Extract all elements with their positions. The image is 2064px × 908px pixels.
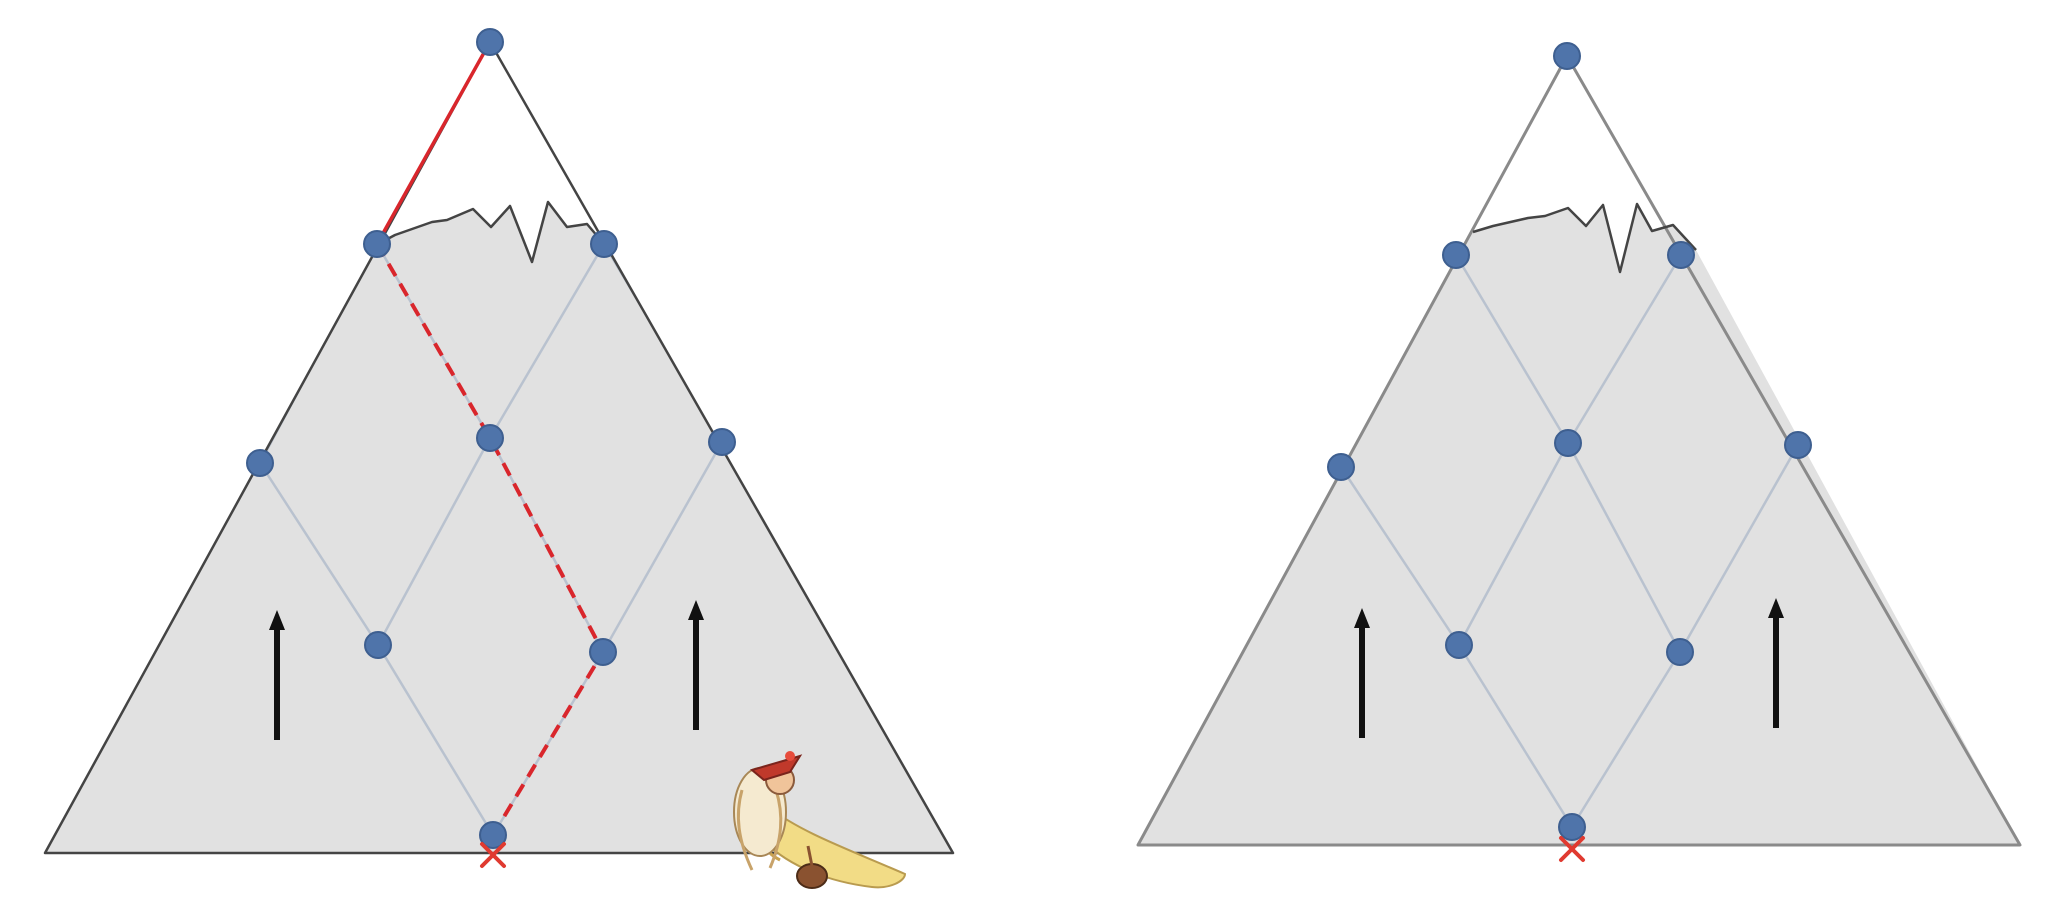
lattice-node (1554, 429, 1582, 457)
start-x-mark-icon (1559, 836, 1585, 862)
lattice-edge (376, 644, 495, 836)
lattice-node (363, 230, 391, 258)
start-x-mark-icon (480, 842, 506, 868)
climb-path-dashed-route (375, 242, 605, 837)
lattice-edge (601, 441, 724, 653)
right-mountain-panel (1136, 42, 2022, 862)
up-arrow-head (688, 600, 704, 620)
lattice-node (1784, 431, 1812, 459)
up-arrow-icon (269, 610, 285, 740)
left-snow-line (377, 200, 605, 264)
lattice-node (246, 449, 274, 477)
start-x-stroke (1559, 836, 1585, 862)
lattice-edge (258, 462, 380, 646)
lattice-edge (1566, 254, 1683, 444)
lattice-node (1553, 42, 1581, 70)
left-arrows (269, 600, 704, 740)
lattice-node (364, 631, 392, 659)
lattice-node (589, 638, 617, 666)
lattice-edge (1457, 442, 1570, 646)
lattice-node (479, 821, 507, 849)
lattice-node (1558, 813, 1586, 841)
left-nodes (246, 28, 736, 849)
up-arrow-head (269, 610, 285, 630)
climber-figure-icon (733, 751, 907, 889)
lattice-node (1667, 241, 1695, 269)
right-nodes (1327, 42, 1812, 841)
up-arrow-head (1768, 598, 1784, 618)
lattice-node (476, 424, 504, 452)
lattice-edge (1454, 254, 1570, 444)
lattice-edge (376, 437, 492, 646)
start-x-stroke (480, 842, 506, 868)
lattice-edge (1457, 644, 1574, 828)
right-arrows (1354, 598, 1784, 738)
right-snow-line (1472, 202, 1697, 274)
up-arrow-head (1354, 608, 1370, 628)
up-arrow-icon (688, 600, 704, 730)
right-mountain-fill (1138, 204, 2020, 845)
lattice-node (708, 428, 736, 456)
up-arrow-icon (1768, 598, 1784, 728)
climb-path (375, 40, 605, 837)
lattice-edge (1566, 442, 1682, 653)
left-mountain-fill (45, 202, 953, 853)
lattice-edge (1570, 651, 1682, 828)
lattice-edge (1339, 466, 1461, 646)
lattice-node (1327, 453, 1355, 481)
lattice-node (590, 230, 618, 258)
climb-path-summit-segment (375, 40, 492, 246)
up-arrow-icon (1354, 608, 1370, 738)
left-mountain-panel (43, 28, 955, 889)
lattice-node (1445, 631, 1473, 659)
lattice-node (1666, 638, 1694, 666)
lattice-edge (1678, 444, 1800, 653)
lattice-node (476, 28, 504, 56)
lattice-node (1442, 241, 1470, 269)
lattice-edge (488, 243, 606, 439)
